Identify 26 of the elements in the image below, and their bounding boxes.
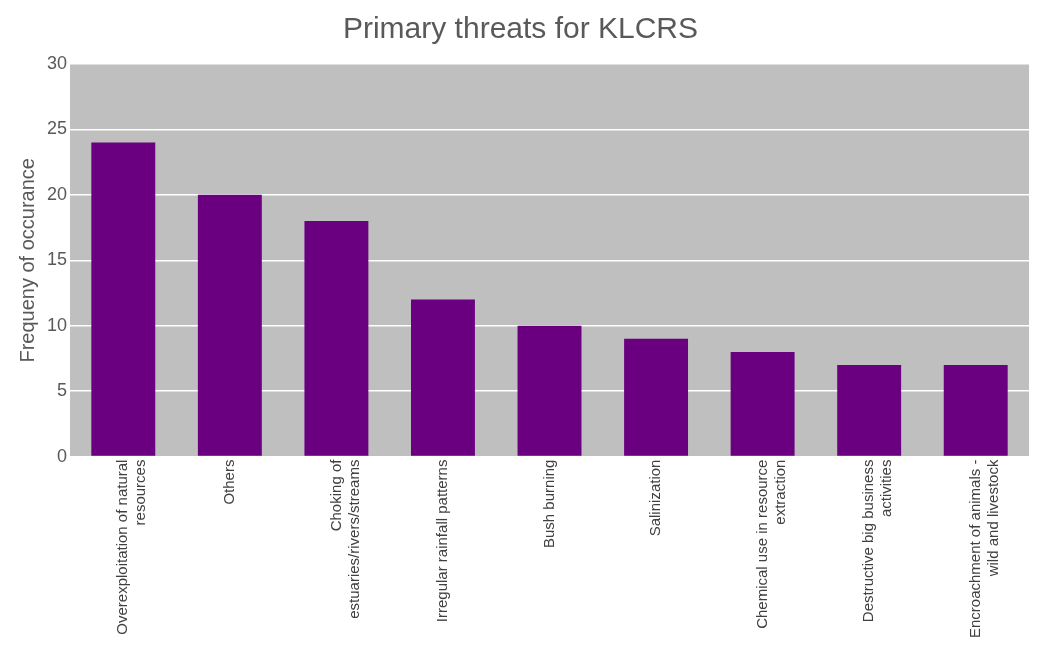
bar bbox=[304, 221, 369, 456]
y-tick-label: 5 bbox=[57, 380, 68, 401]
x-tick-label: Chemical use in resource extraction bbox=[752, 459, 788, 629]
y-tick-label: 20 bbox=[46, 183, 68, 204]
chart-title: Primary threats for KLCRS bbox=[342, 11, 699, 45]
x-tick-label: Overexploitation of natural resources bbox=[113, 459, 149, 635]
y-tick-label: 15 bbox=[46, 249, 68, 270]
y-axis-title: Frequeny of occurance bbox=[15, 158, 38, 363]
x-tick-label: Irregular rainfall patterns bbox=[433, 459, 451, 623]
x-tick-label: Salinization bbox=[646, 459, 664, 537]
y-tick-label: 25 bbox=[46, 118, 68, 139]
y-tick-label: 30 bbox=[46, 52, 68, 73]
bar bbox=[410, 299, 475, 456]
bar bbox=[837, 364, 902, 456]
bar bbox=[624, 338, 689, 456]
x-tick-label: Choking of estuaries/rivers/streams bbox=[326, 458, 362, 619]
bar bbox=[730, 351, 795, 456]
y-tick-label: 10 bbox=[46, 314, 68, 335]
bar bbox=[943, 364, 1008, 456]
bar bbox=[91, 142, 156, 456]
bar bbox=[517, 325, 582, 456]
x-tick-label: Bush burning bbox=[539, 459, 557, 548]
x-tick-label: Destructive big business activities bbox=[859, 459, 895, 623]
bar bbox=[197, 194, 262, 456]
x-tick-label: Others bbox=[219, 459, 237, 505]
y-tick-label: 0 bbox=[57, 445, 68, 466]
